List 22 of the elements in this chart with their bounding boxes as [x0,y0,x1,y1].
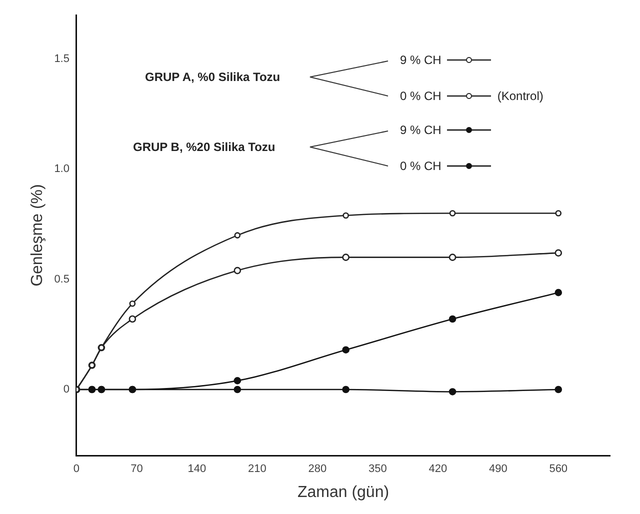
annotation: (Kontrol) [497,89,544,103]
y-tick-label: 1.5 [54,53,70,66]
legend-label: 0 % CH [400,89,442,103]
x-tick-label: 350 [368,463,387,476]
legend-label: 9 % CH [400,123,442,137]
y-tick-label: 0.5 [54,273,70,286]
y-tick-label: 0 [63,384,70,396]
x-tick-label: 0 [73,463,80,476]
annotation: GRUP A, %0 Silika Tozu [145,70,280,84]
x-tick-label: 490 [488,463,508,476]
x-tick-label: 140 [188,463,206,476]
annotation: GRUP B, %20 Silika Tozu [133,140,276,154]
legend-label: 9 % CH [400,53,442,67]
x-tick-label: 560 [549,463,568,476]
legend-label: 0 % CH [400,159,442,173]
x-tick-label: 210 [248,463,266,476]
x-tick-label: 420 [428,463,448,476]
x-tick-label: 70 [130,463,143,476]
x-tick-label: 280 [308,463,327,476]
y-tick-label: 1.0 [54,163,70,176]
y-axis-title: Genleşme (%) [29,184,46,286]
x-axis-title: Zaman (gün) [297,484,390,501]
